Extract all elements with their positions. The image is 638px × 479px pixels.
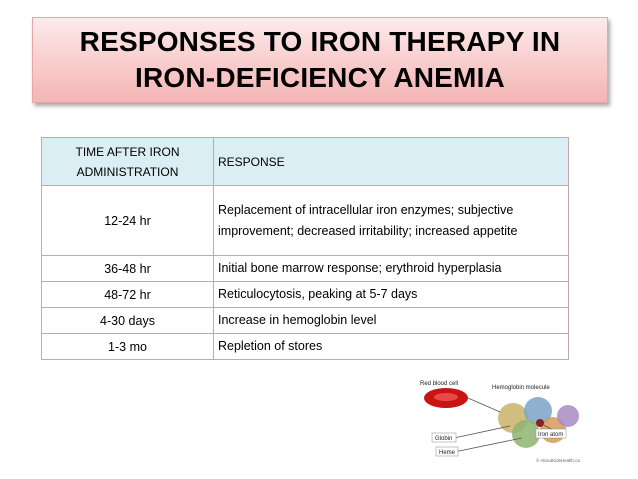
label-hemoglobin: Hemoglobin molecule bbox=[492, 385, 550, 391]
pointer-line bbox=[453, 425, 511, 439]
table-row: 48-72 hr Reticulocytosis, peaking at 5-7… bbox=[41, 281, 569, 308]
cell-response: Replacement of intracellular iron enzyme… bbox=[213, 185, 569, 256]
label-red-blood-cell: Red blood cell bbox=[420, 381, 458, 387]
cell-response: Reticulocytosis, peaking at 5-7 days bbox=[213, 281, 569, 308]
heme-label-box bbox=[435, 446, 459, 457]
cell-time: 36-48 hr bbox=[41, 255, 214, 282]
cell-response: Initial bone marrow response; erythroid … bbox=[213, 255, 569, 282]
table-row: 1-3 mo Repletion of stores bbox=[41, 333, 569, 360]
pointer-line bbox=[453, 437, 523, 453]
response-table: TIME AFTER IRON ADMINISTRATION RESPONSE … bbox=[41, 137, 569, 360]
hemoglobin-molecule-icon bbox=[498, 397, 579, 448]
cell-time: 12-24 hr bbox=[41, 185, 214, 256]
iron-atom-label-box bbox=[535, 428, 567, 439]
header-response: RESPONSE bbox=[213, 137, 569, 186]
cell-response: Repletion of stores bbox=[213, 333, 569, 360]
label-globin: Globin bbox=[435, 436, 452, 442]
table-row: 36-48 hr Initial bone marrow response; e… bbox=[41, 255, 569, 282]
globin-label-box bbox=[431, 432, 457, 443]
header-time-line-2: ADMINISTRATION bbox=[76, 164, 179, 179]
header-time: TIME AFTER IRON ADMINISTRATION bbox=[41, 137, 214, 186]
red-blood-cell-highlight bbox=[434, 393, 458, 401]
table-header-row: TIME AFTER IRON ADMINISTRATION RESPONSE bbox=[41, 137, 569, 186]
watermark-text: © AboutKidsHealth.ca bbox=[536, 457, 580, 463]
header-time-line-1: TIME AFTER IRON bbox=[75, 144, 180, 159]
table-row: 4-30 days Increase in hemoglobin level bbox=[41, 307, 569, 334]
cell-time: 48-72 hr bbox=[41, 281, 214, 308]
table-row: 12-24 hr Replacement of intracellular ir… bbox=[41, 185, 569, 256]
title-banner: RESPONSES TO IRON THERAPY IN IRON-DEFICI… bbox=[32, 17, 608, 103]
label-iron-atom: Iron atom bbox=[538, 432, 563, 438]
cell-response: Increase in hemoglobin level bbox=[213, 307, 569, 334]
label-heme: Heme bbox=[439, 450, 456, 456]
pointer-line bbox=[467, 397, 501, 413]
hemoglobin-illustration: Red blood cell Hemoglobin molecule Iron … bbox=[420, 381, 580, 463]
slide-title-line-1: RESPONSES TO IRON THERAPY IN bbox=[79, 26, 561, 57]
cell-time: 4-30 days bbox=[41, 307, 214, 334]
slide-title-line-2: IRON-DEFICIENCY ANEMIA bbox=[135, 62, 505, 93]
cell-time: 1-3 mo bbox=[41, 333, 214, 360]
